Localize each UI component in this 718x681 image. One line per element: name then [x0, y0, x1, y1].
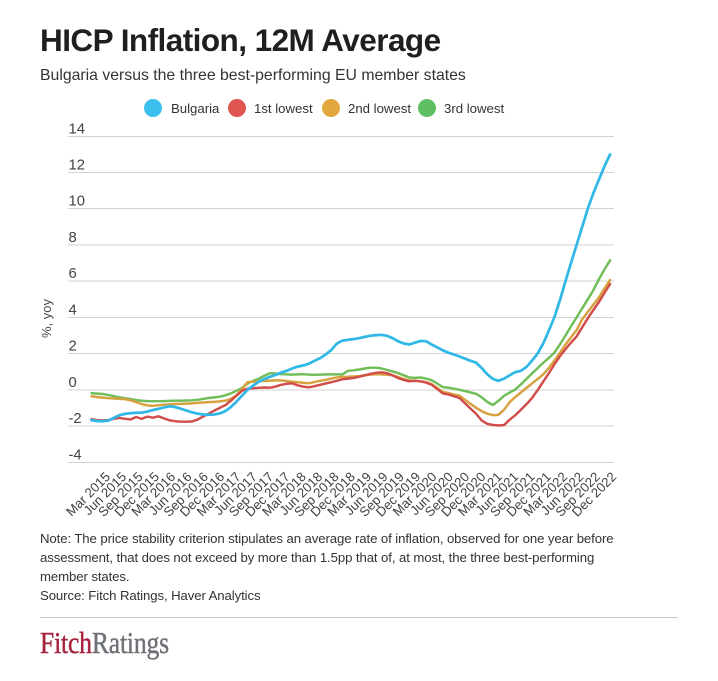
svg-text:2: 2 [69, 339, 77, 355]
svg-text:10: 10 [69, 194, 85, 210]
svg-text:-2: -2 [69, 411, 82, 427]
svg-text:12: 12 [69, 157, 85, 173]
svg-text:6: 6 [69, 266, 77, 282]
svg-text:8: 8 [69, 230, 77, 246]
svg-text:-4: -4 [69, 447, 82, 463]
svg-text:%, yoy: %, yoy [39, 298, 54, 338]
svg-text:4: 4 [69, 302, 77, 318]
svg-text:14: 14 [69, 121, 85, 137]
svg-text:0: 0 [69, 375, 77, 391]
